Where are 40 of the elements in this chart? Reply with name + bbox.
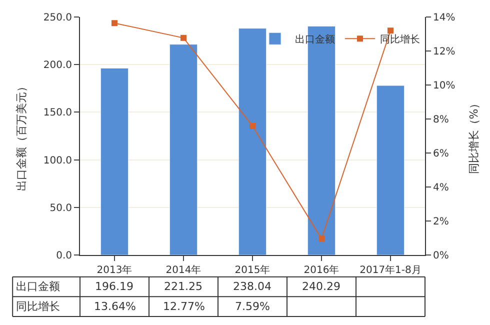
y2-tick-label: 12% — [433, 46, 456, 58]
y-tick-label: 50.0 — [50, 202, 72, 214]
point — [180, 34, 186, 41]
y2-tick-label: 14% — [433, 12, 456, 24]
y-tick-label: 200.0 — [43, 60, 72, 72]
point — [250, 122, 256, 129]
x-tick-label: 2015年 — [234, 264, 270, 276]
x-tick-label: 2016年 — [304, 264, 340, 276]
y-axis-title: 出口金额（百万美元） — [15, 81, 28, 191]
data-label: 221.25 — [164, 280, 202, 293]
point — [318, 236, 324, 242]
y2-tick-label: 8% — [433, 114, 449, 126]
data-label: 12.77% — [163, 300, 205, 313]
y2-axis-title: 同比增长（%） — [467, 98, 480, 174]
x-tick-label: 2013年 — [96, 264, 132, 276]
x-tick-label: 2017年1-8月 — [360, 264, 422, 276]
data-label: 7.59% — [235, 300, 270, 313]
y2-tick-label: 0% — [433, 250, 449, 262]
bar — [376, 85, 405, 255]
data-label: 196.19 — [95, 280, 134, 293]
y2-tick-label: 6% — [433, 148, 449, 160]
data-label: 238.04 — [233, 280, 272, 293]
y2-tick-label: 2% — [433, 216, 449, 228]
bar — [307, 26, 336, 255]
point — [112, 20, 118, 26]
y2-tick-label: 4% — [433, 182, 449, 194]
bar — [100, 68, 129, 255]
x-tick-label: 2014年 — [166, 264, 202, 276]
y-tick-label: 150.0 — [43, 108, 72, 119]
y-tick-label: 0.0 — [56, 250, 72, 262]
text: 同比增长 — [16, 300, 60, 313]
y-tick-label: 250.0 — [43, 12, 72, 24]
data-label: 13.64% — [94, 300, 136, 313]
data-label: 240.29 — [302, 280, 340, 293]
bar — [238, 28, 267, 255]
text: 出口金额 — [16, 280, 60, 293]
y2-tick-label: 10% — [433, 80, 456, 92]
bar — [169, 44, 198, 255]
y-tick-label: 100.0 — [43, 155, 72, 166]
point — [388, 28, 394, 34]
